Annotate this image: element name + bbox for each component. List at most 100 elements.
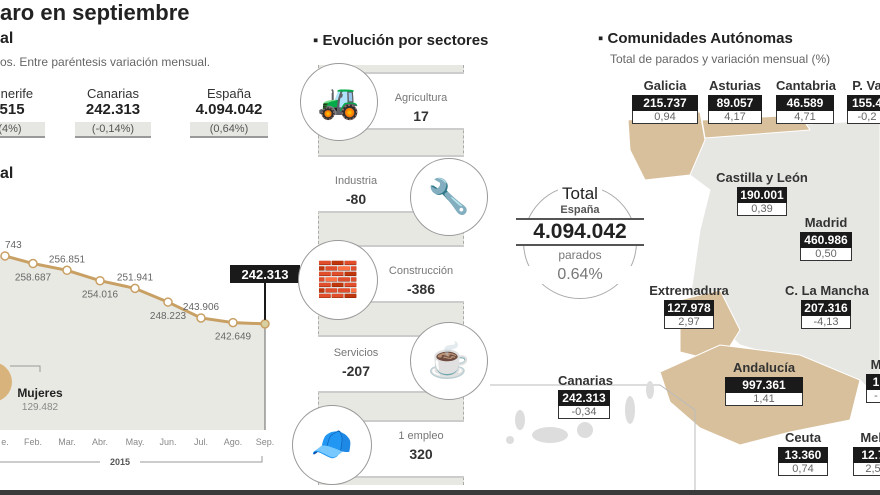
- stat-tenerife: Tenerife .515 (4%): [0, 86, 45, 138]
- data-point: [228, 317, 238, 328]
- x-tick-label: Sep.: [256, 437, 275, 447]
- highlight-value: 242.313: [242, 267, 289, 282]
- mujeres-value: 129.482: [22, 402, 59, 413]
- region-name: Galicia: [643, 78, 687, 93]
- cap-icon: 🧢: [292, 405, 372, 485]
- data-point: [163, 297, 173, 307]
- region-variation: 4,17: [708, 111, 762, 124]
- total-variation: 0.64%: [524, 266, 636, 284]
- region-name: Extremadura: [649, 283, 729, 298]
- data-point: [0, 251, 10, 261]
- x-tick-label: Mar.: [58, 437, 76, 447]
- stat-label: Tenerife: [0, 86, 34, 101]
- region-value: 242.313: [558, 390, 610, 406]
- data-point: [260, 319, 270, 329]
- stat-label: España: [206, 86, 252, 101]
- mujeres-marker: [0, 363, 12, 401]
- region-variation: 4,71: [776, 111, 834, 124]
- region-variation: 0,94: [632, 111, 698, 124]
- data-label: 256.851: [49, 254, 86, 265]
- sector-label: Construcción: [388, 265, 454, 277]
- region-meli: Meli 12.72,5: [853, 430, 880, 476]
- region-variation: 0,39: [737, 203, 787, 216]
- region-value: 13.360: [778, 447, 828, 463]
- region-name: Andalucía: [732, 360, 796, 375]
- sector-label: Servicios: [333, 347, 379, 359]
- total-title: Total: [558, 184, 602, 204]
- sector-value: -386: [406, 281, 436, 297]
- region-name: C. La Mancha: [785, 283, 869, 298]
- subtitle: os. Entre paréntesis variación mensual.: [0, 55, 211, 69]
- stat-label: Canarias: [86, 86, 140, 101]
- data-point: [95, 275, 105, 286]
- highlight-box: [230, 265, 300, 283]
- mujeres-label: Mujeres: [17, 386, 63, 400]
- stat-espana: España 4.094.042 (0,64%): [190, 86, 268, 138]
- data-label: 254.016: [82, 290, 119, 301]
- total-unit: parados: [558, 248, 602, 262]
- chart-area: [0, 255, 265, 430]
- data-point: [196, 313, 206, 323]
- data-point: [62, 265, 72, 276]
- x-tick-label: Feb.: [24, 437, 42, 447]
- region-value: 127.978: [664, 300, 714, 316]
- data-label: 251.941: [117, 272, 154, 283]
- region-asturias: Asturias 89.057 4,17: [708, 78, 762, 124]
- communities-subtitle: Total de parados y variación mensual (%): [610, 52, 831, 66]
- region-value: 89.057: [708, 95, 762, 111]
- canarias-islands: [506, 381, 654, 444]
- x-tick-label: Ago.: [224, 437, 243, 447]
- data-label: 248.223: [150, 311, 187, 322]
- region-name: Canarias: [558, 373, 613, 388]
- region-variation: -4,13: [801, 316, 851, 329]
- sectors-title-text: Evolución por sectores: [322, 32, 489, 49]
- stat-variation: (0,64%): [190, 122, 268, 138]
- region-c-la-mancha: C. La Mancha 207.316 -4,13: [785, 283, 869, 329]
- region-value: 46.589: [776, 95, 834, 111]
- data-label: 743: [5, 240, 22, 251]
- section-title: al: [0, 30, 14, 47]
- data-label: 258.687: [15, 273, 52, 284]
- region-name: Ceuta: [784, 430, 822, 445]
- map-galicia: [627, 111, 706, 181]
- x-tick-label: Jul.: [194, 437, 208, 447]
- region-value: 190.001: [737, 187, 787, 203]
- region-value: 997.361: [725, 377, 803, 393]
- region-name: M: [870, 357, 880, 372]
- communities-title-text: Comunidades Autónomas: [607, 30, 793, 47]
- total-espana-badge: Total España 4.094.042 parados 0.64%: [516, 184, 644, 299]
- stat-variation: (-0,14%): [75, 122, 151, 138]
- region-variation: 1,41: [725, 393, 803, 406]
- region-variation: 2,97: [664, 316, 714, 329]
- region-andaluc-a: Andalucía 997.361 1,41: [725, 360, 803, 406]
- data-label: 242.649: [215, 332, 252, 343]
- data-label: 243.906: [183, 302, 220, 313]
- data-point: [130, 283, 140, 294]
- stat-canarias: Canarias 242.313 (-0,14%): [75, 86, 151, 138]
- region-variation: 2,5: [853, 463, 880, 476]
- coffee-cup-icon: ☕: [410, 322, 488, 400]
- x-axis-label: 2015: [110, 457, 130, 467]
- evolution-title: al: [0, 165, 14, 182]
- sector-label: 1 empleo: [398, 430, 444, 442]
- region-value: 215.737: [632, 95, 698, 111]
- tractor-icon: 🚜: [300, 63, 378, 141]
- x-tick-label: e.: [1, 437, 9, 447]
- stat-variation: (4%): [0, 122, 45, 138]
- sectors-title: ▪ Evolución por sectores: [313, 32, 489, 49]
- canarias-frame: [490, 384, 696, 490]
- x-tick-label: Abr.: [92, 437, 108, 447]
- x-tick-label: Jun.: [159, 437, 176, 447]
- sector-value: -207: [341, 363, 371, 379]
- region-variation: -: [866, 390, 880, 403]
- region-variation: 0,74: [778, 463, 828, 476]
- data-point: [28, 258, 38, 269]
- region-variation: -0,2: [847, 111, 880, 124]
- region-madrid: Madrid 460.986 0,50: [800, 215, 852, 261]
- region-cantabria: Cantabria 46.589 4,71: [776, 78, 836, 124]
- region-value: 1: [866, 374, 880, 390]
- region-ceuta: Ceuta 13.360 0,74: [778, 430, 828, 476]
- region-m: M 1-: [866, 357, 880, 403]
- stat-value: 242.313: [85, 101, 141, 118]
- region-name: Madrid: [804, 215, 848, 230]
